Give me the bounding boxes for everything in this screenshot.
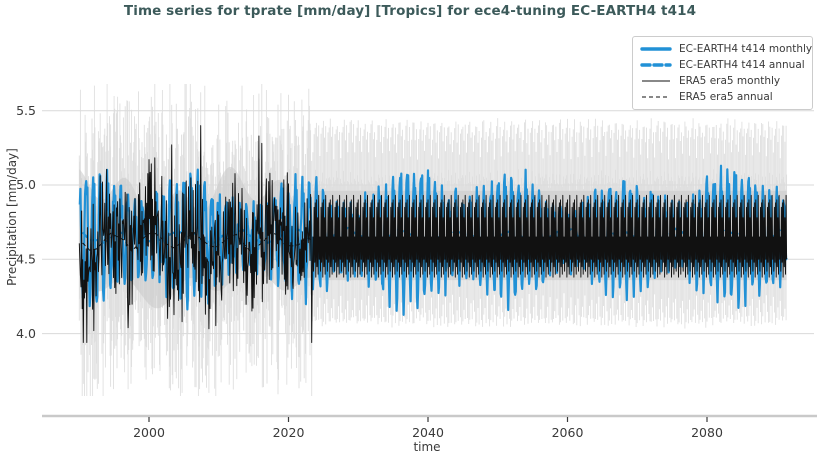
legend-label: ERA5 era5 monthly	[679, 75, 781, 87]
legend-item-era5-monthly: ERA5 era5 monthly	[640, 73, 805, 89]
x-axis-label: time	[413, 440, 441, 454]
black-solid-line-sample	[642, 80, 670, 82]
series-era5-monthly	[78, 125, 788, 343]
legend-label: EC-EARTH4 t414 monthly	[679, 43, 813, 55]
y-tick-label-4.5: 4.5	[16, 252, 36, 267]
x-tick-label-2020: 2020	[273, 425, 305, 440]
x-tick-label-2040: 2040	[412, 425, 444, 440]
y-tick-label-5.5: 5.5	[16, 103, 36, 118]
chart-title: Time series for tprate [mm/day] [Tropics…	[123, 3, 697, 19]
black-dashed-line-sample	[642, 96, 670, 98]
y-tick-label-4: 4.0	[16, 326, 36, 341]
blue-solid-line-sample	[640, 47, 672, 51]
x-tick-label-2000: 2000	[133, 425, 165, 440]
legend: EC-EARTH4 t414 monthly EC-EARTH4 t414 an…	[632, 36, 813, 110]
legend-item-era5-annual: ERA5 era5 annual	[640, 89, 805, 105]
y-tick-label-5: 5.0	[16, 177, 36, 192]
legend-label: EC-EARTH4 t414 annual	[679, 59, 805, 71]
x-tick-label-2060: 2060	[552, 425, 584, 440]
series-era5-annual	[82, 231, 781, 252]
blue-dashed-line-sample	[640, 63, 672, 67]
legend-item-ece-annual: EC-EARTH4 t414 annual	[640, 57, 805, 73]
plot-area	[78, 84, 788, 396]
legend-label: ERA5 era5 annual	[679, 91, 773, 103]
legend-item-ece-monthly: EC-EARTH4 t414 monthly	[640, 41, 812, 57]
x-tick-label-2080: 2080	[691, 425, 723, 440]
